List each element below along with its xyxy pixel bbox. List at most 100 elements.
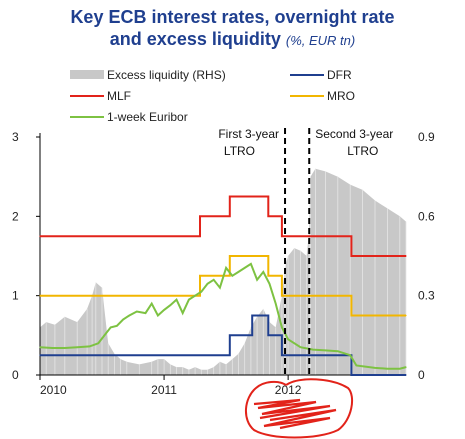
y-right-tick-label-0: 0 bbox=[418, 368, 425, 382]
1-week-euribor-point-43 bbox=[386, 368, 388, 370]
1-week-euribor-point-36 bbox=[299, 346, 302, 348]
mlf-point-5 bbox=[350, 255, 352, 257]
y-left-tick-label-0: 0 bbox=[12, 368, 19, 382]
chart-title-line-1: Key ECB interest rates, overnight rate bbox=[70, 7, 395, 27]
1-week-euribor-point-25 bbox=[225, 267, 227, 269]
1-week-euribor-point-0 bbox=[39, 346, 41, 348]
1-week-euribor-point-38 bbox=[324, 349, 326, 351]
1-week-euribor-point-17 bbox=[175, 299, 178, 301]
legend-label-dfr: DFR bbox=[327, 68, 352, 82]
legend-label-mlf: MLF bbox=[107, 89, 131, 103]
1-week-euribor-point-18 bbox=[182, 312, 184, 314]
1-week-euribor-point-35 bbox=[287, 338, 289, 340]
1-week-euribor-point-34 bbox=[281, 326, 283, 328]
y-right-tick-label-3: 0.9 bbox=[418, 130, 435, 144]
mlf-point-1 bbox=[199, 215, 201, 217]
mro-point-1 bbox=[199, 275, 201, 277]
red-scribble-mark bbox=[245, 378, 354, 439]
1-week-euribor-point-14 bbox=[157, 314, 159, 317]
dfr-point-6 bbox=[405, 374, 407, 376]
1-week-euribor-point-16 bbox=[169, 304, 171, 306]
1-week-euribor-point-33 bbox=[275, 303, 277, 305]
chart-title-line-2: and excess liquidity (%, EUR tn) bbox=[0, 28, 465, 52]
ltro-label-0-line-2: LTRO bbox=[224, 144, 255, 158]
x-tick-label-0: 2010 bbox=[40, 383, 67, 397]
1-week-euribor-point-19 bbox=[188, 299, 190, 301]
scribble-strokes-2 bbox=[263, 408, 337, 430]
y-left-tick-label-3: 3 bbox=[12, 130, 19, 144]
mlf-point-0 bbox=[39, 235, 41, 237]
1-week-euribor-point-8 bbox=[116, 325, 118, 327]
mro-point-5 bbox=[350, 314, 352, 317]
axes-layer: 0 1 2 3 0 0.3 0.6 0.9 2010 2011 2012 bbox=[12, 130, 435, 397]
1-week-euribor-point-20 bbox=[194, 295, 196, 297]
legend-swatch-excess-liquidity-rhs bbox=[70, 70, 104, 79]
1-week-euribor-point-1 bbox=[51, 347, 54, 349]
mro-line bbox=[40, 255, 406, 317]
legend: Excess liquidity (RHS) DFR MLF MRO 1-week Eu… bbox=[70, 68, 355, 124]
mro-point-4 bbox=[281, 295, 283, 297]
chart-title: Key ECB interest rates, overnight rate a… bbox=[0, 6, 465, 52]
x-tick-label-2: 2012 bbox=[275, 383, 302, 397]
1-week-euribor-point-37 bbox=[312, 349, 314, 351]
mro-point-6 bbox=[405, 314, 407, 317]
1-week-euribor-point-5 bbox=[97, 342, 99, 344]
1-week-euribor-point-28 bbox=[244, 267, 246, 269]
1-week-euribor-point-44 bbox=[399, 368, 401, 370]
mlf-series bbox=[39, 195, 407, 257]
scribble-circle bbox=[245, 378, 354, 439]
ltro-label-1-line-1: Second 3-year bbox=[315, 127, 393, 141]
1-week-euribor-line bbox=[39, 262, 407, 370]
1-week-euribor-point-12 bbox=[144, 312, 147, 314]
1-week-euribor-point-6 bbox=[103, 334, 106, 336]
excess-liquidity-rhs-area bbox=[40, 168, 406, 375]
ltro-label-1-line-2: LTRO bbox=[347, 144, 378, 158]
mlf-point-6 bbox=[405, 255, 407, 257]
y-right-tick-label-2: 0.6 bbox=[418, 209, 435, 223]
1-week-euribor-point-39 bbox=[337, 350, 339, 352]
y-right-tick-label-1: 0.3 bbox=[418, 289, 435, 303]
1-week-euribor-point-32 bbox=[268, 283, 271, 285]
1-week-euribor-point-30 bbox=[256, 279, 258, 281]
y-left-tick-label-2: 2 bbox=[12, 209, 19, 223]
ltro-label-0-line-1: First 3-year bbox=[218, 127, 279, 141]
mro-series bbox=[39, 255, 407, 317]
1-week-euribor-point-21 bbox=[200, 291, 202, 293]
x-tick-label-1: 2011 bbox=[151, 383, 177, 397]
dfr-point-5 bbox=[350, 374, 352, 376]
dfr-point-3 bbox=[267, 334, 269, 336]
1-week-euribor-point-41 bbox=[355, 364, 357, 367]
1-week-euribor-point-29 bbox=[250, 263, 252, 265]
1-week-euribor-point-22 bbox=[206, 283, 209, 285]
legend-label-excess-liquidity-rhs: Excess liquidity (RHS) bbox=[107, 68, 226, 82]
1-week-euribor-point-9 bbox=[122, 318, 124, 321]
1-week-euribor-point-7 bbox=[110, 326, 112, 328]
1-week-euribor-point-42 bbox=[374, 367, 376, 369]
dfr-point-2 bbox=[251, 314, 253, 317]
annotation-layer: First 3-year LTRO Second 3-year LTRO bbox=[218, 127, 393, 375]
1-week-euribor-point-23 bbox=[213, 279, 215, 281]
dfr-point-1 bbox=[229, 334, 231, 336]
1-week-euribor-series bbox=[39, 262, 407, 370]
legend-label-1-week-euribor: 1-week Euribor bbox=[107, 110, 188, 124]
1-week-euribor-point-27 bbox=[237, 271, 240, 273]
dfr-point-0 bbox=[39, 354, 41, 356]
1-week-euribor-point-24 bbox=[219, 287, 221, 289]
chart-title-unit: (%, EUR tn) bbox=[285, 33, 356, 48]
1-week-euribor-point-15 bbox=[163, 309, 165, 311]
1-week-euribor-point-31 bbox=[262, 271, 264, 273]
mlf-point-3 bbox=[267, 215, 269, 217]
mlf-point-4 bbox=[281, 235, 283, 237]
mlf-point-2 bbox=[229, 195, 231, 198]
mro-point-0 bbox=[39, 295, 41, 297]
dfr-point-4 bbox=[281, 354, 283, 356]
series-lines-layer bbox=[39, 195, 407, 376]
1-week-euribor-point-4 bbox=[89, 345, 91, 347]
1-week-euribor-point-40 bbox=[349, 354, 351, 356]
mro-point-2 bbox=[229, 255, 231, 257]
chart-title-line-2-text: and excess liquidity bbox=[109, 29, 281, 49]
legend-label-mro: MRO bbox=[327, 89, 355, 103]
1-week-euribor-point-3 bbox=[76, 346, 78, 348]
1-week-euribor-point-45 bbox=[405, 366, 407, 368]
